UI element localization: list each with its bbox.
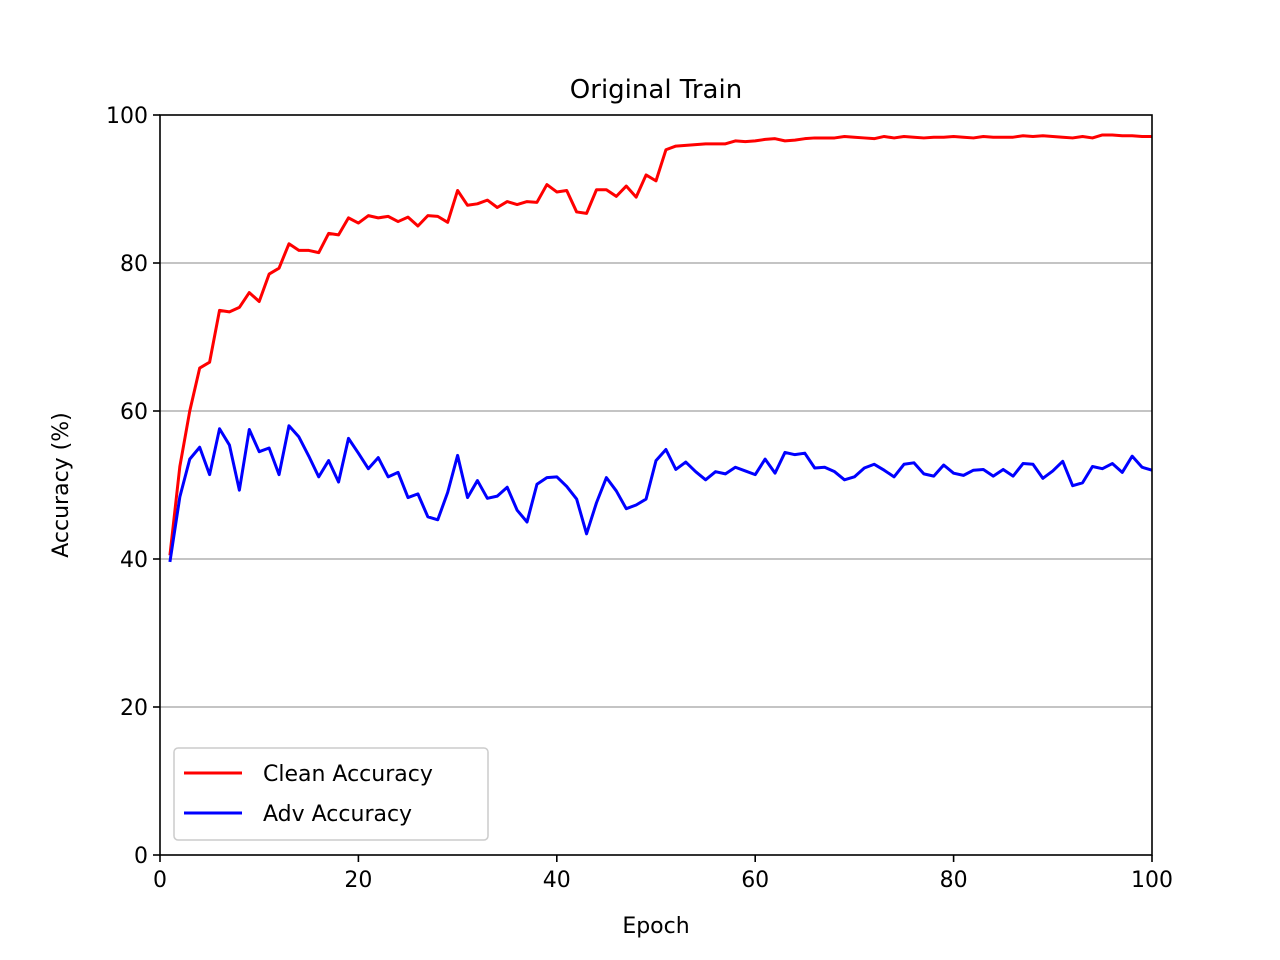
y-tick-label: 0 xyxy=(134,844,148,869)
y-tick-label: 20 xyxy=(120,696,148,721)
x-tick-label: 80 xyxy=(940,868,968,893)
series-lines xyxy=(168,133,1153,563)
legend-box xyxy=(173,747,489,841)
y-tick-label: 60 xyxy=(120,400,148,425)
series-line-clean-accuracy xyxy=(168,133,1152,556)
plot-frame xyxy=(159,114,1153,856)
y-tick-label: 100 xyxy=(106,104,148,129)
y-tick-label: 40 xyxy=(120,548,148,573)
y-axis-label: Accuracy (%) xyxy=(49,412,74,558)
x-tick-label: 40 xyxy=(543,868,571,893)
legend-label: Adv Accuracy xyxy=(263,802,412,827)
x-tick-label: 60 xyxy=(741,868,769,893)
x-tick-label: 0 xyxy=(153,868,167,893)
x-axis-label: Epoch xyxy=(622,914,689,939)
axis-ticks: 0 20 40 60 80 100 0 20 40 60 80 100 xyxy=(106,104,1173,893)
gridlines xyxy=(160,262,1152,708)
legend-label: Clean Accuracy xyxy=(263,762,433,787)
chart-title: Original Train xyxy=(570,75,742,105)
x-tick-label: 100 xyxy=(1131,868,1173,893)
series-line-adv-accuracy xyxy=(168,424,1153,563)
legend: Clean Accuracy Adv Accuracy xyxy=(173,747,489,841)
y-tick-label: 80 xyxy=(120,252,148,277)
x-tick-label: 20 xyxy=(344,868,372,893)
